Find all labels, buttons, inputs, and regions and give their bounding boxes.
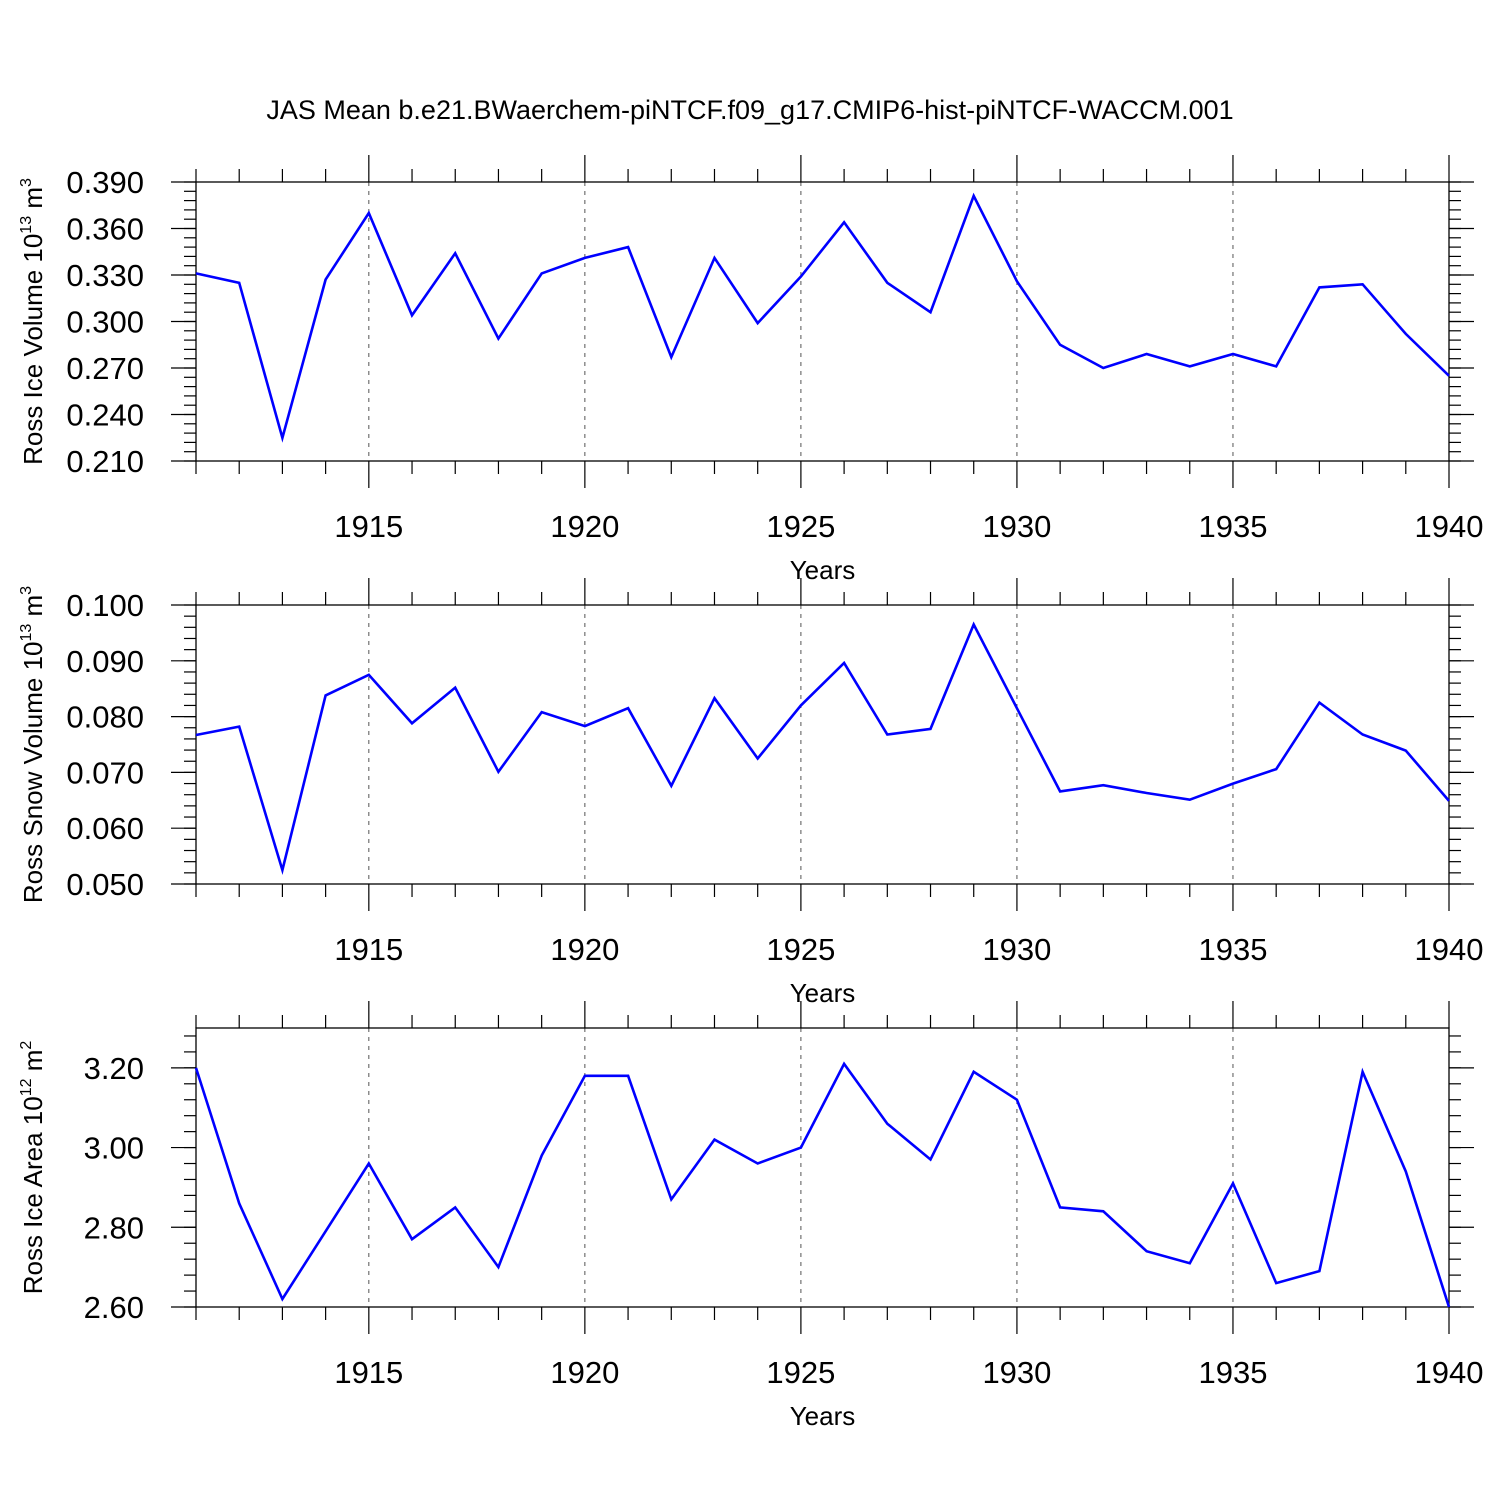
x-tick-label: 1935	[1198, 509, 1267, 544]
data-series-line	[194, 1061, 1451, 1308]
y-tick-label: 0.330	[66, 258, 144, 293]
x-axis-label: Years	[790, 978, 856, 1008]
y-tick-label: 0.270	[66, 351, 144, 386]
y-axis-label: Ross Ice Area 1012 m2	[18, 1041, 48, 1295]
x-tick-label: 1915	[334, 509, 403, 544]
data-series-line	[195, 192, 1450, 443]
plot-frame	[195, 181, 1450, 462]
y-tick-label: 0.240	[66, 398, 144, 433]
x-tick-label: 1930	[982, 932, 1051, 967]
y-axis-label: Ross Ice Volume 1013 m3	[18, 178, 48, 465]
chart-panel-3: 2.60 2.80 3.00 3.20 1915 1920 1925 1930 1935 1940…	[18, 1001, 1483, 1431]
x-tick-label: 1940	[1415, 1355, 1484, 1390]
y-tick-label: 3.20	[84, 1051, 144, 1086]
y-tick-label: 0.060	[66, 811, 144, 846]
y-tick-label: 0.300	[66, 305, 144, 340]
x-tick-label: 1930	[982, 509, 1051, 544]
x-tick-label: 1915	[334, 932, 403, 967]
y-tick-label: 0.360	[66, 212, 144, 247]
x-tick-label: 1920	[550, 1355, 619, 1390]
x-tick-label: 1940	[1415, 509, 1484, 544]
x-tick-label: 1920	[550, 509, 619, 544]
x-tick-label: 1940	[1415, 932, 1484, 967]
x-tick-label: 1930	[982, 1355, 1051, 1390]
x-tick-label: 1915	[334, 1355, 403, 1390]
y-tick-label: 0.210	[66, 444, 144, 479]
x-tick-label: 1925	[766, 509, 835, 544]
y-tick-label: 0.070	[66, 755, 144, 790]
y-tick-label: 3.00	[84, 1131, 144, 1166]
y-axis-label: Ross Snow Volume 1013 m3	[18, 586, 48, 903]
y-tick-label: 0.080	[66, 700, 144, 735]
x-tick-label: 1935	[1198, 932, 1267, 967]
plot-frame	[195, 604, 1450, 885]
data-series-line	[195, 621, 1450, 876]
chart-title: JAS Mean b.e21.BWaerchem-piNTCF.f09_g17.…	[266, 95, 1233, 125]
y-tick-label: 0.050	[66, 867, 144, 902]
chart-panel-1: 0.210 0.240 0.270 0.300 0.330 0.360 0.390 1915 1…	[18, 155, 1483, 585]
x-tick-label: 1925	[766, 932, 835, 967]
x-tick-label: 1925	[766, 1355, 835, 1390]
x-axis-label: Years	[790, 555, 856, 585]
y-tick-label: 0.390	[66, 165, 144, 200]
y-tick-label: 2.60	[84, 1290, 144, 1325]
y-tick-label: 0.100	[66, 588, 144, 623]
y-tick-label: 2.80	[84, 1210, 144, 1245]
plot-frame	[195, 1027, 1450, 1308]
chart-panel-2: 0.050 0.060 0.070 0.080 0.090 0.100 1915 1920 19…	[18, 578, 1483, 1008]
x-tick-label: 1935	[1198, 1355, 1267, 1390]
y-tick-label: 0.090	[66, 644, 144, 679]
x-tick-label: 1920	[550, 932, 619, 967]
x-axis-label: Years	[790, 1401, 856, 1431]
